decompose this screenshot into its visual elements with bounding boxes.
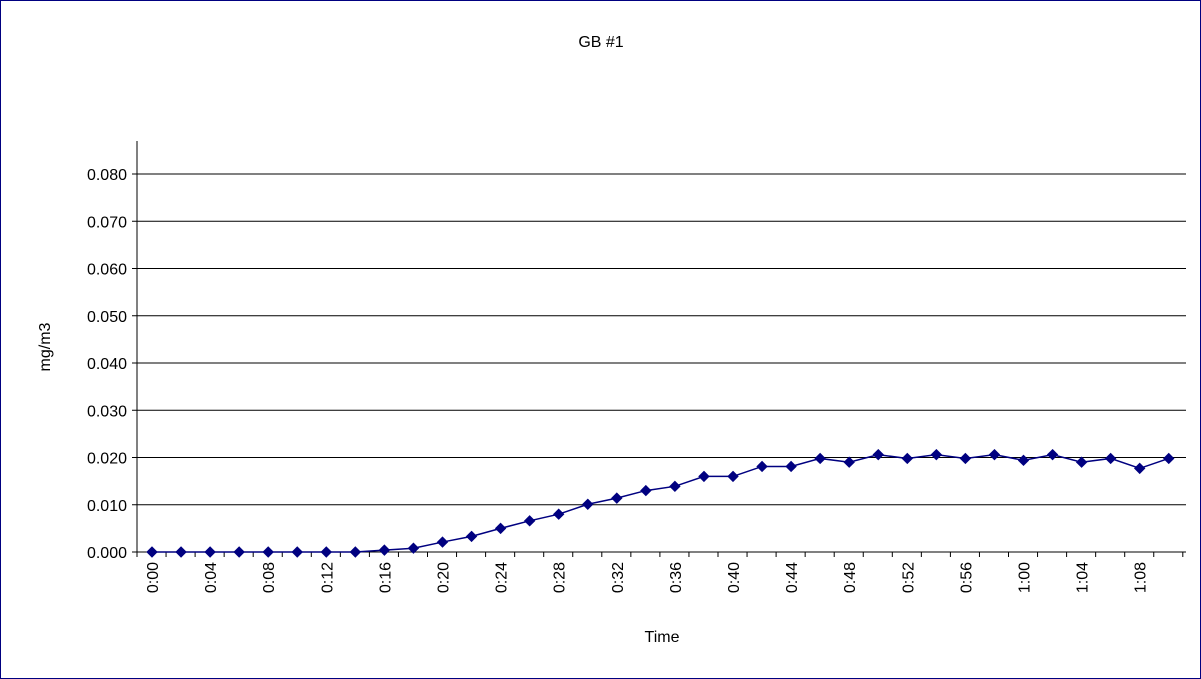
x-tick-label: 0:48 xyxy=(842,562,859,593)
y-tick-label: 0.070 xyxy=(87,214,127,231)
y-tick-label: 0.050 xyxy=(87,309,127,326)
x-tick-label: 0:04 xyxy=(203,562,220,593)
y-axis-tick-labels: 0.000 0.010 0.020 0.030 0.040 0.050 0.060 0.070… xyxy=(87,167,127,562)
x-tick-label: 0:20 xyxy=(436,562,453,593)
data-series xyxy=(146,448,1175,558)
y-tick-label: 0.060 xyxy=(87,262,127,279)
x-tick-label: 1:04 xyxy=(1075,562,1092,593)
data-point-marker xyxy=(698,470,710,483)
data-point-marker xyxy=(640,484,652,497)
x-tick-label: 0:44 xyxy=(784,562,801,593)
y-tick-label: 0.040 xyxy=(87,356,127,373)
data-point-marker xyxy=(1133,462,1146,475)
x-tick-label: 0:40 xyxy=(726,562,743,593)
data-point-marker xyxy=(1046,448,1059,461)
data-point-marker xyxy=(959,452,972,465)
x-tick-label: 0:08 xyxy=(261,562,278,593)
y-tick-label: 0.000 xyxy=(87,545,127,562)
x-tick-label: 1:00 xyxy=(1017,562,1034,593)
x-tick-label: 0:00 xyxy=(145,562,162,593)
data-point-marker xyxy=(204,546,216,558)
x-tick-label: 0:32 xyxy=(610,562,627,593)
data-point-marker xyxy=(175,546,187,558)
axes xyxy=(132,141,1186,557)
data-point-marker xyxy=(233,546,245,558)
data-point-marker xyxy=(582,498,594,510)
x-tick-label: 0:24 xyxy=(494,562,511,593)
series-line xyxy=(152,453,1169,553)
data-point-marker xyxy=(785,460,797,473)
data-point-marker xyxy=(262,546,274,558)
x-tick-label: 0:12 xyxy=(319,562,336,593)
data-point-marker xyxy=(1104,452,1117,465)
data-point-marker xyxy=(320,546,333,558)
data-point-marker xyxy=(1075,456,1088,468)
data-point-marker xyxy=(465,530,478,543)
data-point-marker xyxy=(1163,452,1175,465)
x-tick-label: 0:52 xyxy=(900,562,917,593)
data-point-marker xyxy=(1017,454,1030,467)
y-tick-label: 0.020 xyxy=(87,451,127,468)
x-axis-label: Time xyxy=(645,629,680,646)
data-point-marker xyxy=(291,546,303,558)
x-tick-label: 1:08 xyxy=(1133,562,1150,593)
data-point-marker xyxy=(843,456,855,468)
chart-title: GB #1 xyxy=(578,34,623,51)
x-tick-label: 0:56 xyxy=(958,562,975,593)
y-axis-label: mg/m3 xyxy=(37,322,54,371)
data-point-marker xyxy=(552,508,565,520)
data-point-marker xyxy=(436,536,449,548)
data-point-marker xyxy=(378,544,391,556)
data-point-marker xyxy=(611,492,623,504)
y-tick-label: 0.030 xyxy=(87,403,127,420)
y-tick-label: 0.010 xyxy=(87,498,127,515)
data-point-marker xyxy=(407,542,420,554)
data-point-marker xyxy=(814,452,826,465)
data-point-marker xyxy=(872,448,884,461)
data-point-marker xyxy=(669,480,681,493)
data-point-marker xyxy=(494,522,507,535)
gridlines xyxy=(137,173,1186,506)
data-point-marker xyxy=(988,448,1001,461)
data-point-marker xyxy=(901,452,914,465)
data-point-marker xyxy=(930,448,943,461)
x-tick-label: 0:36 xyxy=(668,562,685,593)
x-tick-label: 0:16 xyxy=(377,562,394,593)
data-point-marker xyxy=(146,546,158,558)
data-point-marker xyxy=(523,515,536,527)
data-point-marker xyxy=(727,470,739,483)
x-tick-label: 0:28 xyxy=(552,562,569,593)
y-tick-label: 0.080 xyxy=(87,167,127,184)
data-point-marker xyxy=(349,546,362,558)
data-point-marker xyxy=(756,460,768,473)
x-axis-tick-labels: 0:00 0:04 0:08 0:12 0:16 0:20 0:24 0:28 0:32 0:36… xyxy=(145,562,1150,593)
